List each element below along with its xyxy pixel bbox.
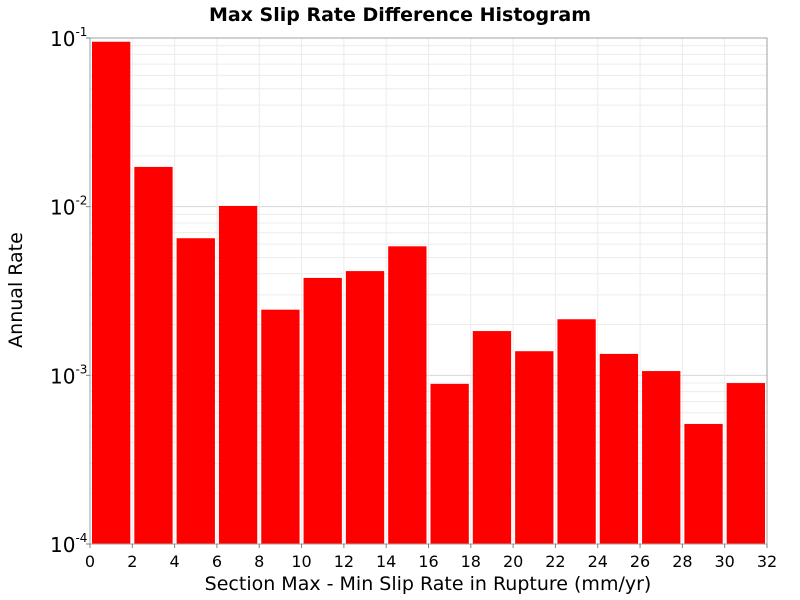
bar	[726, 383, 765, 544]
y-tick-label: 10-4	[50, 531, 87, 557]
x-tick-label: 10	[291, 552, 311, 571]
bar	[92, 41, 131, 544]
bar	[218, 205, 258, 544]
bar	[134, 166, 173, 545]
x-tick-label: 18	[461, 552, 481, 571]
x-tick-label: 28	[672, 552, 692, 571]
x-tick-label: 32	[757, 552, 777, 571]
x-tick-label: 26	[630, 552, 650, 571]
x-tick-label: 4	[170, 552, 180, 571]
bar	[557, 319, 596, 544]
x-tick-label: 2	[127, 552, 137, 571]
x-tick-label: 6	[212, 552, 222, 571]
x-tick-label: 16	[418, 552, 438, 571]
bar	[388, 246, 427, 544]
bar	[599, 353, 639, 544]
x-tick-label: 12	[334, 552, 354, 571]
x-tick-label: 8	[254, 552, 264, 571]
chart-title: Max Slip Rate Difference Histogram	[209, 4, 591, 26]
bars	[92, 41, 765, 545]
y-tick-label: 10-1	[50, 25, 87, 51]
y-axis-label: Annual Rate	[5, 232, 27, 348]
y-tick-label: 10-2	[50, 194, 87, 220]
x-tick-label: 22	[545, 552, 565, 571]
x-tick-label: 0	[85, 552, 95, 571]
bar	[515, 351, 554, 544]
x-tick-label: 24	[588, 552, 608, 571]
bar	[176, 238, 215, 544]
x-tick-label: 30	[715, 552, 735, 571]
x-axis-ticks: 0 2 4 6 8 10 12 14 16 18 20 22 24 26 28 30 32	[85, 544, 777, 571]
bar	[472, 331, 512, 544]
bar	[642, 371, 681, 544]
x-tick-label: 20	[503, 552, 523, 571]
bar	[261, 309, 300, 544]
bar	[345, 271, 385, 544]
y-axis-ticks: 10-1 10-2 10-3 10-4	[50, 25, 90, 557]
x-tick-label: 14	[376, 552, 396, 571]
bar	[684, 423, 723, 544]
bar	[303, 277, 342, 544]
y-tick-label: 10-3	[50, 362, 87, 388]
bar	[430, 383, 469, 544]
x-axis-label: Section Max - Min Slip Rate in Rupture (…	[205, 573, 652, 595]
